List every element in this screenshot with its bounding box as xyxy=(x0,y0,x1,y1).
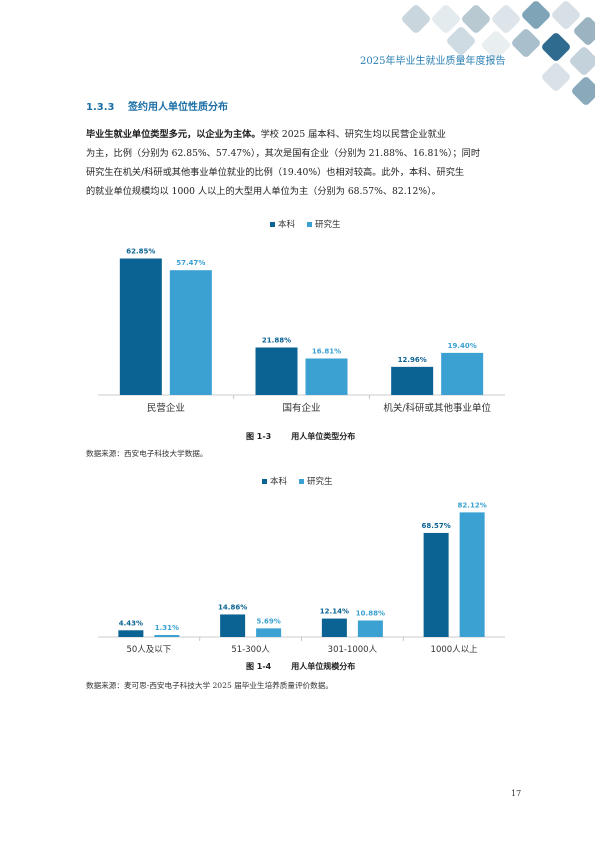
figure-number: 图 1-3 xyxy=(246,432,272,441)
chart-category-label: 301-1000人 xyxy=(328,645,378,655)
paragraph-text: 的就业单位规模均以 1000 人以上的大型用人单位为主（分别为 68.57%、8… xyxy=(86,186,441,197)
paragraph-line: 为主，比例（分别为 62.85%、57.47%），其次是国有企业（分别为 21.… xyxy=(86,144,506,163)
chart-category-label: 1000人以上 xyxy=(431,645,479,655)
chart-bar xyxy=(119,258,162,395)
chart-data-label: 10.88% xyxy=(356,609,385,617)
chart-category-label: 民营企业 xyxy=(147,402,185,414)
chart-data-label: 4.43% xyxy=(119,619,143,627)
chart-bar xyxy=(321,618,347,637)
chart-data-label: 12.14% xyxy=(320,608,349,616)
legend-swatch xyxy=(270,221,275,227)
legend-item: 本科 xyxy=(270,218,295,230)
legend-label: 本科 xyxy=(270,477,288,487)
chart-data-label: 1.31% xyxy=(155,624,179,632)
legend-swatch xyxy=(307,221,313,227)
legend-item: 研究生 xyxy=(307,218,341,230)
chart-bar xyxy=(441,352,484,395)
figure-source: 数据来源：麦可思-西安电子科技大学 2025 届毕业生培养质量评价数据。 xyxy=(86,681,333,690)
figure-caption: 图 1-3 用人单位类型分布 xyxy=(246,431,355,442)
legend-item: 本科 xyxy=(262,475,287,487)
legend-label: 本科 xyxy=(278,220,296,230)
legend-label: 研究生 xyxy=(307,477,333,487)
chart-category-label: 机关/科研或其他事业单位 xyxy=(383,402,491,414)
page-number: 17 xyxy=(511,789,522,798)
report-header-title: 2025年毕业生就业质量年度报告 xyxy=(360,56,506,67)
chart-data-label: 14.86% xyxy=(218,603,247,611)
chart-data-label: 62.85% xyxy=(126,248,155,256)
chart-data-label: 68.57% xyxy=(422,522,451,530)
section-title: 签约用人单位性质分布 xyxy=(128,102,228,113)
chart-bar xyxy=(423,532,449,637)
chart-bar xyxy=(255,347,298,395)
paragraph-line: 毕业生就业单位类型多元，以企业为主体。学校 2025 届本科、研究生均以民营企业… xyxy=(86,125,506,144)
chart-bar xyxy=(305,358,348,395)
legend-swatch xyxy=(262,478,267,484)
chart-data-label: 5.69% xyxy=(256,617,280,625)
chart-bar xyxy=(220,614,246,637)
section-number: 1.3.3 xyxy=(86,102,115,113)
legend-label: 研究生 xyxy=(315,220,341,230)
legend-item: 研究生 xyxy=(299,475,333,487)
paragraph-text: 为主，比例（分别为 62.85%、57.47%），其次是国有企业（分别为 21.… xyxy=(86,148,481,159)
chart-bar xyxy=(391,366,434,395)
chart-legend: 本科 研究生 xyxy=(262,475,333,487)
chart-legend: 本科 研究生 xyxy=(270,218,341,230)
chart-data-label: 21.88% xyxy=(262,336,291,344)
chart-bar xyxy=(357,620,383,637)
chart-bar xyxy=(154,635,180,637)
figure-title: 用人单位类型分布 xyxy=(291,432,356,441)
chart-data-label: 12.96% xyxy=(398,356,427,364)
paragraph-text: 学校 2025 届本科、研究生均以民营企业就业 xyxy=(260,129,446,140)
body-paragraph: 毕业生就业单位类型多元，以企业为主体。学校 2025 届本科、研究生均以民营企业… xyxy=(86,125,506,201)
paragraph-line: 研究生在机关/科研或其他事业单位就业的比例（19.40%）也相对较高。此外，本科… xyxy=(86,163,506,182)
figure-number: 图 1-4 xyxy=(246,662,272,671)
chart-bar xyxy=(459,512,485,637)
figure-title: 用人单位规模分布 xyxy=(291,662,356,671)
chart-bar xyxy=(256,628,282,637)
chart-category-label: 51-300人 xyxy=(231,645,270,655)
figure-source: 数据来源：西安电子科技大学数据。 xyxy=(86,449,208,458)
paragraph-lead: 毕业生就业单位类型多元，以企业为主体。 xyxy=(86,129,261,140)
chart-category-label: 50人及以下 xyxy=(126,645,171,655)
paragraph-text: 研究生在机关/科研或其他事业单位就业的比例（19.40%）也相对较高。此外，本科… xyxy=(86,167,465,178)
chart-category-label: 国有企业 xyxy=(282,402,320,414)
section-heading: 1.3.3 签约用人单位性质分布 xyxy=(86,98,228,113)
chart-data-label: 19.40% xyxy=(448,342,477,350)
paragraph-line: 的就业单位规模均以 1000 人以上的大型用人单位为主（分别为 68.57%、8… xyxy=(86,182,506,201)
chart-data-label: 82.12% xyxy=(458,501,487,509)
chart-bar xyxy=(169,270,212,395)
chart-data-label: 57.47% xyxy=(176,259,205,267)
legend-swatch xyxy=(299,478,305,484)
figure-caption: 图 1-4 用人单位规模分布 xyxy=(246,661,355,672)
chart-data-label: 16.81% xyxy=(312,347,341,355)
chart-bar xyxy=(118,630,144,637)
